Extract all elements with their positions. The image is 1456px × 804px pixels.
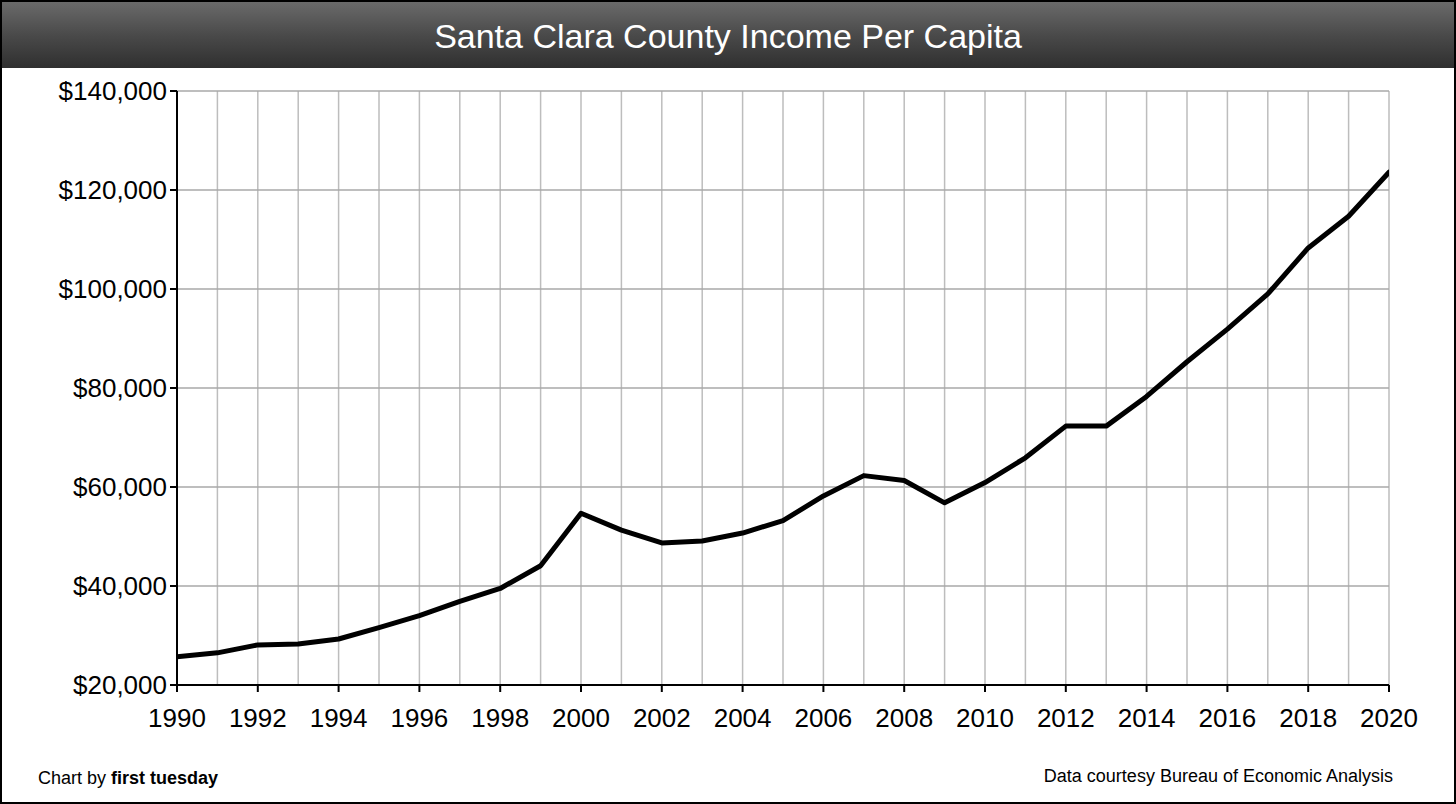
frame bbox=[1, 1, 1455, 803]
y-grid-line bbox=[177, 486, 1389, 488]
x-tick-label: 1998 bbox=[471, 703, 529, 733]
y-grid-line bbox=[177, 189, 1389, 191]
x-tick bbox=[338, 685, 340, 692]
x-tick bbox=[742, 685, 744, 692]
x-tick-label: 2002 bbox=[633, 703, 691, 733]
x-tick bbox=[1307, 685, 1309, 692]
title: Santa Clara County Income Per Capita bbox=[434, 17, 1022, 55]
x-tick-label: 2008 bbox=[875, 703, 933, 733]
x-tick-label: 2016 bbox=[1198, 703, 1256, 733]
x-tick bbox=[499, 685, 501, 692]
credit-name: first tuesday bbox=[111, 768, 218, 788]
x-tick bbox=[984, 685, 986, 692]
source: Data courtesy Bureau of Economic Analysi… bbox=[1044, 766, 1393, 786]
x-tick-label: 2018 bbox=[1279, 703, 1337, 733]
y-tick-label: $120,000 bbox=[59, 175, 167, 205]
x-tick-label: 2014 bbox=[1118, 703, 1176, 733]
y-grid-line bbox=[177, 585, 1389, 587]
y-grid-line bbox=[177, 288, 1389, 290]
x-tick-label: 2004 bbox=[714, 703, 772, 733]
y-tick-label: $40,000 bbox=[73, 571, 167, 601]
y-tick bbox=[170, 90, 177, 92]
x-tick bbox=[1388, 685, 1390, 692]
x-tick bbox=[822, 685, 824, 692]
credit: Chart byfirst tuesday bbox=[38, 768, 218, 788]
x-tick-label: 2006 bbox=[794, 703, 852, 733]
title-bar bbox=[2, 2, 1454, 68]
x-tick bbox=[1146, 685, 1148, 692]
x-tick bbox=[176, 685, 178, 692]
x-tick bbox=[257, 685, 259, 692]
x-tick-label: 2010 bbox=[956, 703, 1014, 733]
y-tick bbox=[170, 585, 177, 587]
x-tick-label: 2012 bbox=[1037, 703, 1095, 733]
x-tick-label: 1992 bbox=[229, 703, 287, 733]
y-tick bbox=[170, 288, 177, 290]
x-axis bbox=[177, 684, 1389, 686]
grid bbox=[177, 91, 1389, 685]
y-tick-label: $60,000 bbox=[73, 472, 167, 502]
y-tick bbox=[170, 486, 177, 488]
x-tick bbox=[661, 685, 663, 692]
series bbox=[177, 172, 1389, 657]
x-tick bbox=[1065, 685, 1067, 692]
y-tick-label: $80,000 bbox=[73, 373, 167, 403]
x-tick-label: 1990 bbox=[148, 703, 206, 733]
y-tick-label: $20,000 bbox=[73, 670, 167, 700]
y-tick bbox=[170, 684, 177, 686]
y-tick bbox=[170, 387, 177, 389]
data-line bbox=[177, 172, 1389, 657]
y-tick-label: $100,000 bbox=[59, 274, 167, 304]
ticks: $20,000 $40,000 $60,000 $80,000 $100,000 $120… bbox=[59, 76, 1418, 733]
x-tick bbox=[903, 685, 905, 692]
y-grid-line bbox=[177, 90, 1389, 92]
y-grid-line bbox=[177, 387, 1389, 389]
credit-prefix: Chart by bbox=[38, 768, 106, 788]
x-tick bbox=[418, 685, 420, 692]
x-tick-label: 1996 bbox=[390, 703, 448, 733]
chart: Santa Clara County Income Per Capita $20,… bbox=[0, 0, 1456, 804]
x-tick-label: 1994 bbox=[310, 703, 368, 733]
y-tick-label: $140,000 bbox=[59, 76, 167, 106]
y-grid-line bbox=[177, 684, 1389, 686]
x-tick bbox=[1226, 685, 1228, 692]
x-tick-label: 2000 bbox=[552, 703, 610, 733]
x-tick bbox=[580, 685, 582, 692]
x-tick-label: 2020 bbox=[1360, 703, 1418, 733]
y-tick bbox=[170, 189, 177, 191]
